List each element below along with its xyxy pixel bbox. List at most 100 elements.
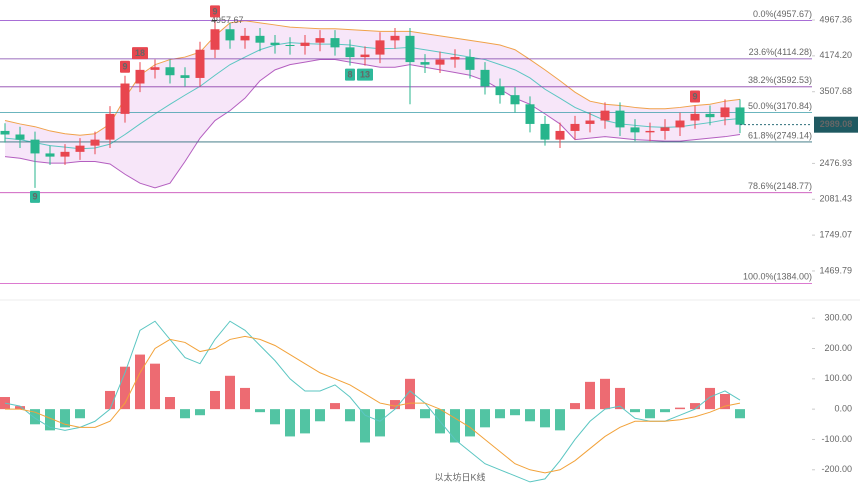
candle-body [45, 153, 55, 157]
macd-bar [330, 403, 340, 410]
signal-badge-text: 9 [692, 91, 697, 101]
macd-bar [600, 378, 610, 410]
candle-body [225, 29, 235, 41]
macd-bar [615, 387, 625, 410]
macd-bar [705, 387, 715, 410]
candle-body [195, 49, 205, 78]
y-tick-label: 0.00 [834, 404, 852, 414]
macd-bar [0, 397, 10, 410]
macd-bar [570, 403, 580, 410]
dif-line [4, 320, 741, 483]
y-tick-label: 2081.43 [819, 194, 852, 204]
candle-body [495, 86, 505, 96]
y-tick-label: 1469.79 [819, 265, 852, 275]
candle-body [105, 113, 115, 140]
y-tick-label: 3507.68 [819, 86, 852, 96]
macd-bar [180, 409, 190, 419]
last-price-box [814, 116, 858, 133]
candle-body [690, 113, 700, 121]
candle-body [570, 123, 580, 131]
fib-label: 0.0%(4957.67) [753, 9, 812, 19]
macd-bar [555, 409, 565, 431]
macd-bar [420, 409, 430, 419]
candle-body [375, 40, 385, 55]
macd-bar [195, 409, 205, 416]
candle-body [675, 120, 685, 128]
macd-bar [60, 409, 70, 428]
candle-body [630, 127, 640, 133]
candle-body [480, 69, 490, 87]
fib-label: 61.8%(2749.14) [748, 130, 812, 140]
candle-body [315, 38, 325, 43]
signal-badge [690, 90, 700, 103]
fib-label: 100.0%(1384.00) [743, 272, 812, 282]
macd-bar [105, 390, 115, 410]
candle-body [210, 29, 220, 50]
macd-bar [585, 381, 595, 410]
macd-bar [495, 409, 505, 419]
bollinger-lower [4, 59, 741, 189]
watermark-title: 以太坊日K线 [434, 471, 485, 482]
dea-line [5, 335, 741, 474]
signal-badge [357, 68, 373, 81]
macd-bar [270, 409, 280, 425]
signal-badge [30, 190, 40, 203]
candle-body [465, 57, 475, 70]
candle-body [90, 139, 100, 146]
y-tick-label: 4967.36 [819, 14, 852, 24]
macd-bar [45, 409, 55, 431]
candle-body [255, 35, 265, 43]
macd-bar [225, 375, 235, 410]
candle-body [405, 35, 415, 63]
candle-body [135, 69, 145, 84]
candle-body [300, 42, 310, 46]
macd-bar [660, 409, 670, 413]
candle-body [15, 134, 25, 140]
macd-bar [645, 409, 655, 419]
fib-label: 38.2%(3592.53) [748, 75, 812, 85]
macd-bar [510, 409, 520, 416]
signal-badge-text: 9 [212, 6, 217, 16]
macd-bar [135, 354, 145, 410]
candle-body [615, 110, 625, 128]
y-tick-label: 200.00 [824, 343, 852, 353]
macd-bar [345, 409, 355, 422]
candle-body [600, 110, 610, 121]
macd-bar [735, 409, 745, 419]
signal-badge-text: 18 [135, 48, 145, 58]
macd-bar [165, 397, 175, 410]
candle-body [165, 67, 175, 76]
signal-badge [210, 5, 220, 18]
signal-badge [120, 60, 130, 73]
macd-bar [480, 409, 490, 428]
y-tick-label: -100.00 [821, 434, 852, 444]
candle-body [60, 151, 70, 157]
y-tick-label: -200.00 [821, 464, 852, 474]
candle-body [510, 95, 520, 105]
candle-body [75, 145, 85, 152]
macd-bar [450, 409, 460, 443]
fib-label: 78.6%(2148.77) [748, 181, 812, 191]
macd-bar [375, 409, 385, 437]
candle-body [285, 45, 295, 47]
candle-body [735, 107, 745, 125]
candle-body [540, 123, 550, 140]
macd-bar [15, 406, 25, 410]
candle-body [585, 120, 595, 124]
macd-bar [120, 366, 130, 410]
candle-body [705, 113, 715, 118]
macd-bar [150, 363, 160, 410]
macd-bar [285, 409, 295, 437]
candle-body [0, 130, 10, 135]
macd-bar [255, 409, 265, 413]
candle-body [660, 127, 670, 131]
signal-badge [132, 47, 148, 60]
macd-bar [630, 409, 640, 413]
y-tick-label: 300.00 [824, 313, 852, 323]
signal-badge-text: 9 [32, 192, 37, 202]
y-tick-label: 2476.93 [819, 158, 852, 168]
candle-body [435, 59, 445, 65]
candle-body [120, 83, 130, 114]
macd-bar [720, 393, 730, 410]
